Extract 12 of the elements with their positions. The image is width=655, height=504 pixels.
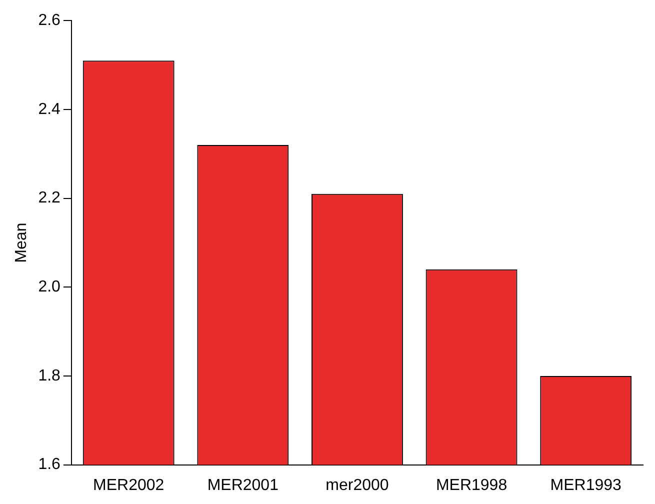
x-tick-label: mer2000 bbox=[326, 476, 389, 494]
x-tick-label: MER2002 bbox=[93, 476, 164, 494]
y-axis-title: Mean bbox=[13, 222, 30, 263]
y-tick-label: 2.6 bbox=[38, 12, 61, 30]
x-tick-label: MER1998 bbox=[436, 476, 508, 494]
y-tick-label: 2.0 bbox=[38, 278, 61, 296]
x-tick-label: MER1993 bbox=[550, 476, 622, 494]
y-tick-label: 1.6 bbox=[38, 456, 61, 474]
x-tick-label: MER2001 bbox=[207, 476, 279, 494]
y-tick-label: 1.8 bbox=[38, 367, 61, 384]
y-tick-label: 2.4 bbox=[38, 100, 61, 118]
y-tick-label: 2.2 bbox=[38, 190, 61, 207]
